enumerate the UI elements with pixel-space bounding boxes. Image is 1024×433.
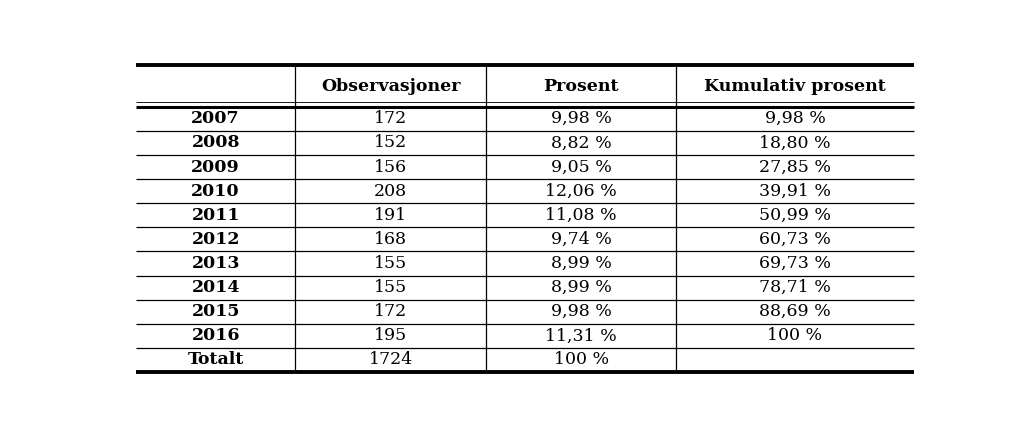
Text: 152: 152 — [374, 134, 408, 152]
Text: 168: 168 — [374, 231, 408, 248]
Text: 172: 172 — [374, 110, 408, 127]
Text: 2007: 2007 — [191, 110, 240, 127]
Text: 18,80 %: 18,80 % — [759, 134, 830, 152]
Text: 195: 195 — [374, 327, 408, 344]
Text: 100 %: 100 % — [768, 327, 822, 344]
Text: 9,98 %: 9,98 % — [551, 110, 611, 127]
Text: 9,98 %: 9,98 % — [551, 303, 611, 320]
Text: 8,99 %: 8,99 % — [551, 279, 611, 296]
Text: 69,73 %: 69,73 % — [759, 255, 831, 272]
Text: Observasjoner: Observasjoner — [321, 78, 461, 94]
Text: 60,73 %: 60,73 % — [759, 231, 831, 248]
Text: 8,99 %: 8,99 % — [551, 255, 611, 272]
Text: 88,69 %: 88,69 % — [759, 303, 830, 320]
Text: 50,99 %: 50,99 % — [759, 207, 831, 224]
Text: 208: 208 — [374, 183, 408, 200]
Text: 9,98 %: 9,98 % — [765, 110, 825, 127]
Text: 156: 156 — [374, 158, 408, 175]
Text: Prosent: Prosent — [544, 78, 618, 94]
Text: 8,82 %: 8,82 % — [551, 134, 611, 152]
Text: 2008: 2008 — [191, 134, 240, 152]
Text: 1724: 1724 — [369, 352, 413, 368]
Text: 172: 172 — [374, 303, 408, 320]
Text: 2012: 2012 — [191, 231, 240, 248]
Text: 9,05 %: 9,05 % — [551, 158, 611, 175]
Text: 155: 155 — [374, 255, 408, 272]
Text: 2015: 2015 — [191, 303, 240, 320]
Text: 2016: 2016 — [191, 327, 240, 344]
Text: 155: 155 — [374, 279, 408, 296]
Text: 2013: 2013 — [191, 255, 240, 272]
Text: 27,85 %: 27,85 % — [759, 158, 831, 175]
Text: 78,71 %: 78,71 % — [759, 279, 831, 296]
Text: 2010: 2010 — [191, 183, 240, 200]
Text: 9,74 %: 9,74 % — [551, 231, 611, 248]
Text: 100 %: 100 % — [554, 352, 608, 368]
Text: Kumulativ prosent: Kumulativ prosent — [705, 78, 886, 94]
Text: 2009: 2009 — [191, 158, 240, 175]
Text: 39,91 %: 39,91 % — [759, 183, 831, 200]
Text: Totalt: Totalt — [187, 352, 244, 368]
Text: 191: 191 — [374, 207, 408, 224]
Text: 11,31 %: 11,31 % — [546, 327, 617, 344]
Text: 2011: 2011 — [191, 207, 240, 224]
Text: 12,06 %: 12,06 % — [546, 183, 617, 200]
Text: 11,08 %: 11,08 % — [546, 207, 617, 224]
Text: 2014: 2014 — [191, 279, 240, 296]
